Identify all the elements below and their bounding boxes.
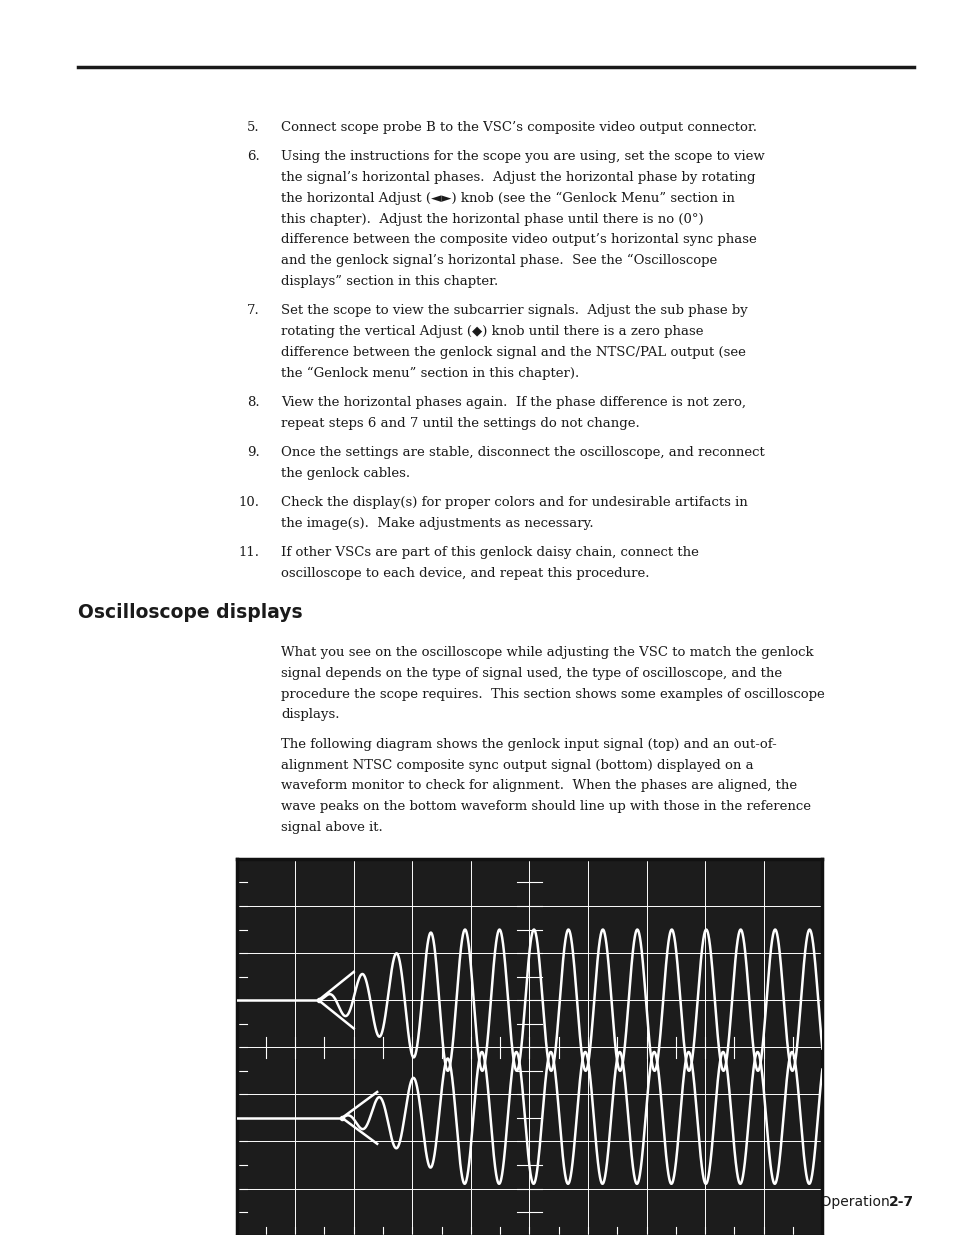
Text: 6.: 6. xyxy=(247,151,259,163)
Text: What you see on the oscilloscope while adjusting the VSC to match the genlock: What you see on the oscilloscope while a… xyxy=(281,646,813,659)
Text: Check the display(s) for proper colors and for undesirable artifacts in: Check the display(s) for proper colors a… xyxy=(281,496,747,509)
Text: the genlock cables.: the genlock cables. xyxy=(281,467,410,480)
Text: the image(s).  Make adjustments as necessary.: the image(s). Make adjustments as necess… xyxy=(281,517,594,530)
Text: Using the instructions for the scope you are using, set the scope to view: Using the instructions for the scope you… xyxy=(281,151,764,163)
Text: displays.: displays. xyxy=(281,709,339,721)
Text: View the horizontal phases again.  If the phase difference is not zero,: View the horizontal phases again. If the… xyxy=(281,396,745,409)
Text: VSC 900/900D • Installation and Operation: VSC 900/900D • Installation and Operatio… xyxy=(591,1195,889,1209)
Text: The following diagram shows the genlock input signal (top) and an out-of-: The following diagram shows the genlock … xyxy=(281,737,777,751)
Text: Set the scope to view the subcarrier signals.  Adjust the sub phase by: Set the scope to view the subcarrier sig… xyxy=(281,304,747,317)
Text: the horizontal Adjust (◄►) knob (see the “Genlock Menu” section in: the horizontal Adjust (◄►) knob (see the… xyxy=(281,191,735,205)
Text: 10.: 10. xyxy=(238,496,259,509)
Text: signal depends on the type of signal used, the type of oscilloscope, and the: signal depends on the type of signal use… xyxy=(281,667,781,680)
Text: 5.: 5. xyxy=(247,121,259,135)
Text: difference between the genlock signal and the NTSC/PAL output (see: difference between the genlock signal an… xyxy=(281,346,745,359)
Text: displays” section in this chapter.: displays” section in this chapter. xyxy=(281,275,498,288)
Text: If other VSCs are part of this genlock daisy chain, connect the: If other VSCs are part of this genlock d… xyxy=(281,546,699,559)
Text: Oscilloscope displays: Oscilloscope displays xyxy=(78,603,302,621)
Text: procedure the scope requires.  This section shows some examples of oscilloscope: procedure the scope requires. This secti… xyxy=(281,688,824,700)
Text: oscilloscope to each device, and repeat this procedure.: oscilloscope to each device, and repeat … xyxy=(281,567,649,580)
Text: 8.: 8. xyxy=(247,396,259,409)
Text: difference between the composite video output’s horizontal sync phase: difference between the composite video o… xyxy=(281,233,757,247)
Text: 2-7: 2-7 xyxy=(888,1195,913,1209)
Text: Connect scope probe B to the VSC’s composite video output connector.: Connect scope probe B to the VSC’s compo… xyxy=(281,121,757,135)
Text: wave peaks on the bottom waveform should line up with those in the reference: wave peaks on the bottom waveform should… xyxy=(281,800,811,813)
Text: rotating the vertical Adjust (◆) knob until there is a zero phase: rotating the vertical Adjust (◆) knob un… xyxy=(281,325,703,338)
Text: waveform monitor to check for alignment.  When the phases are aligned, the: waveform monitor to check for alignment.… xyxy=(281,779,797,793)
Text: the “Genlock menu” section in this chapter).: the “Genlock menu” section in this chapt… xyxy=(281,367,579,380)
Text: Once the settings are stable, disconnect the oscilloscope, and reconnect: Once the settings are stable, disconnect… xyxy=(281,446,764,459)
Text: repeat steps 6 and 7 until the settings do not change.: repeat steps 6 and 7 until the settings … xyxy=(281,416,639,430)
Text: 7.: 7. xyxy=(247,304,259,317)
Text: and the genlock signal’s horizontal phase.  See the “Oscilloscope: and the genlock signal’s horizontal phas… xyxy=(281,254,717,268)
Text: signal above it.: signal above it. xyxy=(281,821,383,834)
Text: 11.: 11. xyxy=(238,546,259,559)
Text: 9.: 9. xyxy=(247,446,259,459)
Text: alignment NTSC composite sync output signal (bottom) displayed on a: alignment NTSC composite sync output sig… xyxy=(281,758,753,772)
Text: this chapter).  Adjust the horizontal phase until there is no (0°): this chapter). Adjust the horizontal pha… xyxy=(281,212,703,226)
Text: the signal’s horizontal phases.  Adjust the horizontal phase by rotating: the signal’s horizontal phases. Adjust t… xyxy=(281,172,755,184)
